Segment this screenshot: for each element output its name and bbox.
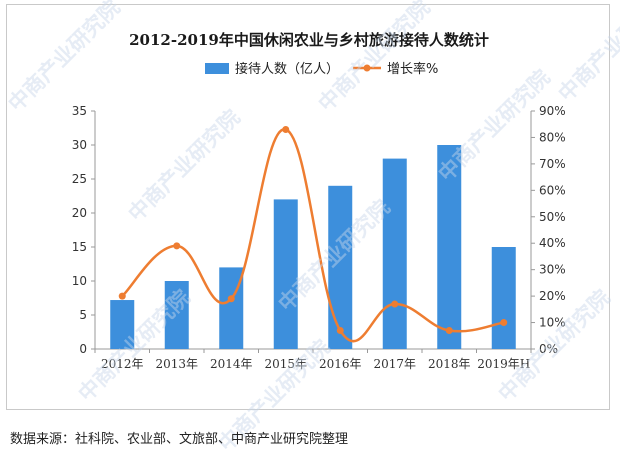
y-right-tick-label: 10% — [539, 316, 566, 330]
legend-bar-swatch — [205, 63, 229, 74]
x-tick-label: 2015年 — [264, 357, 307, 371]
y-right-tick-label: 90% — [539, 104, 566, 118]
growth-rate-point-8 — [500, 319, 508, 327]
y-left-tick-label: 30 — [72, 138, 87, 152]
y-right-tick-label: 30% — [539, 263, 566, 277]
growth-rate-point-5 — [336, 326, 344, 334]
y-right-tick-label: 0% — [539, 342, 558, 356]
bar-1 — [110, 300, 135, 349]
y-right-tick-label: 60% — [539, 183, 566, 197]
y-left-tick-label: 0 — [79, 342, 87, 356]
growth-rate-point-3 — [227, 295, 235, 303]
y-right-tick-label: 80% — [539, 130, 566, 144]
legend-bar-label: 接待人数（亿人） — [235, 61, 339, 77]
y-left-tick-label: 15 — [72, 240, 87, 254]
y-left-tick-label: 25 — [72, 172, 87, 186]
source-note: 数据来源：社科院、农业部、文旅部、中商产业研究院整理 — [10, 432, 349, 447]
growth-rate-point-1 — [118, 292, 126, 300]
y-right-tick-label: 40% — [539, 236, 566, 250]
y-left-tick-label: 10 — [72, 274, 87, 288]
bar-6 — [382, 158, 407, 349]
legend: 接待人数（亿人） 增长率% — [205, 61, 438, 77]
combo-chart: 2012-2019年中国休闲农业与乡村旅游接待人数统计 接待人数（亿人） 增长率… — [72, 31, 566, 371]
growth-rate-point-6 — [391, 300, 399, 308]
bar-2 — [164, 281, 189, 349]
x-tick-label: 2012年 — [101, 357, 144, 371]
chart-title: 2012-2019年中国休闲农业与乡村旅游接待人数统计 — [129, 31, 489, 49]
x-tick-label: 2017年 — [373, 357, 416, 371]
bar-4 — [273, 199, 298, 349]
bar-7 — [437, 145, 462, 349]
growth-rate-line — [121, 128, 504, 343]
y-right-tick-label: 70% — [539, 157, 566, 171]
bar-5 — [328, 185, 353, 349]
legend-line-label: 增长率% — [387, 61, 438, 77]
y-left-tick-label: 35 — [72, 104, 87, 118]
x-tick-label: 2018年 — [428, 357, 471, 371]
legend-line-marker — [363, 64, 371, 72]
y-left-tick-label: 5 — [79, 308, 87, 322]
y-right-tick-label: 20% — [539, 289, 566, 303]
bar-8 — [491, 247, 516, 349]
chart-frame: 2012-2019年中国休闲农业与乡村旅游接待人数统计 接待人数（亿人） 增长率… — [6, 4, 610, 410]
x-tick-label: 2019年H — [477, 357, 530, 371]
growth-rate-point-4 — [282, 126, 290, 134]
y-left-tick-label: 20 — [72, 206, 87, 220]
x-tick-label: 2016年 — [319, 357, 362, 371]
x-tick-label: 2014年 — [210, 357, 253, 371]
growth-rate-point-2 — [173, 242, 181, 250]
growth-rate-point-7 — [445, 326, 453, 334]
x-tick-label: 2013年 — [155, 357, 198, 371]
y-right-tick-label: 50% — [539, 210, 566, 224]
